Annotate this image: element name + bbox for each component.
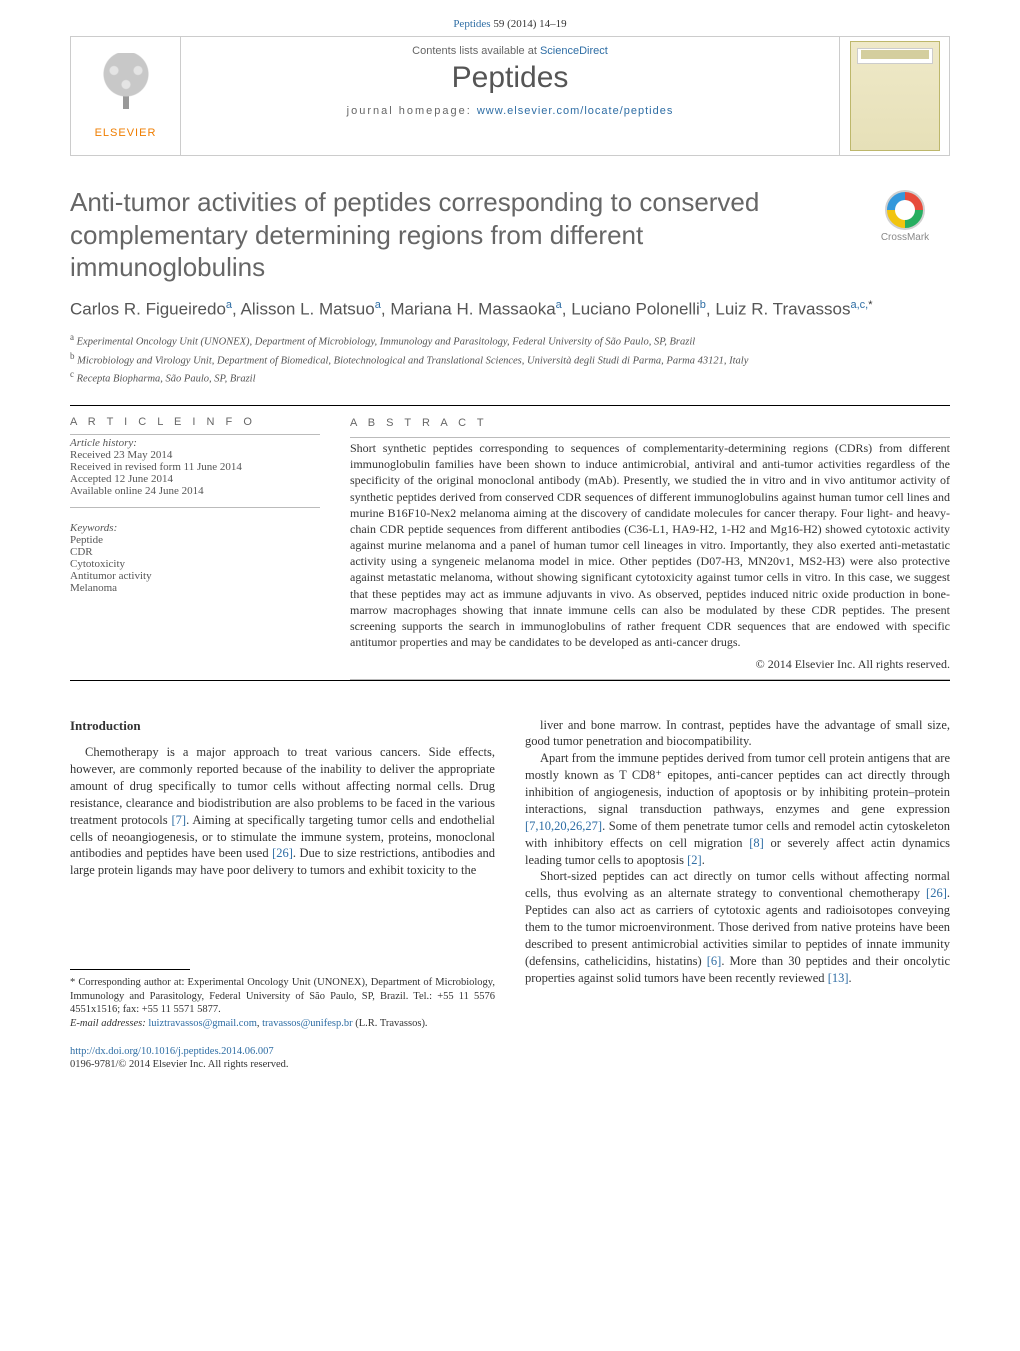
ref-26[interactable]: [26]: [272, 846, 293, 860]
history-revised: Received in revised form 11 June 2014: [70, 461, 320, 473]
body-columns: Introduction Chemotherapy is a major app…: [70, 717, 950, 1072]
ref-2[interactable]: [2]: [687, 853, 702, 867]
history-accepted: Accepted 12 June 2014: [70, 473, 320, 485]
keyword-item: Peptide: [70, 534, 320, 546]
crossmark-badge-container[interactable]: CrossMark: [860, 190, 950, 243]
p4-d: .: [849, 971, 852, 985]
affil-c: c Recepta Biopharma, São Paulo, SP, Braz…: [70, 368, 950, 387]
abstract-text: Short synthetic peptides corresponding t…: [350, 438, 950, 650]
article-history: Article history: Received 23 May 2014 Re…: [70, 435, 320, 497]
homepage-link[interactable]: www.elsevier.com/locate/peptides: [477, 105, 673, 117]
info-rule-2: [70, 507, 320, 508]
journal-header-box: ELSEVIER Contents lists available at Sci…: [70, 36, 950, 156]
email-line: E-mail addresses: luiztravassos@gmail.co…: [70, 1017, 495, 1031]
ref-26b[interactable]: [26]: [926, 886, 947, 900]
email-2[interactable]: travassos@unifesp.br: [262, 1018, 352, 1029]
body-paragraph-3: Apart from the immune peptides derived f…: [525, 750, 950, 868]
author-4: Luciano Polonelli: [571, 299, 700, 318]
elsevier-logo-cell: ELSEVIER: [71, 37, 181, 155]
p3-d: .: [702, 853, 705, 867]
email-label: E-mail addresses:: [70, 1018, 148, 1029]
affiliations: a Experimental Oncology Unit (UNONEX), D…: [70, 331, 950, 387]
article-info-heading: a r t i c l e i n f o: [70, 406, 320, 434]
affil-c-text: Recepta Biopharma, São Paulo, SP, Brazil: [77, 374, 256, 385]
author-3: Mariana H. Massaoka: [390, 299, 555, 318]
elsevier-wordmark: ELSEVIER: [95, 127, 157, 139]
journal-ref-pages: 59 (2014) 14–19: [491, 18, 567, 30]
sciencedirect-link[interactable]: ScienceDirect: [540, 45, 608, 57]
ref-multi-1[interactable]: [7,10,20,26,27]: [525, 819, 602, 833]
abstract-heading: a b s t r a c t: [350, 406, 950, 437]
keywords-list: Peptide CDR Cytotoxicity Antitumor activ…: [70, 534, 320, 594]
elsevier-tree-icon: [96, 53, 156, 123]
affil-b: b Microbiology and Virology Unit, Depart…: [70, 350, 950, 369]
author-1-sup: a: [226, 299, 232, 311]
authors-line: Carlos R. Figueiredoa, Alisson L. Matsuo…: [70, 298, 950, 322]
body-paragraph-2: liver and bone marrow. In contrast, pept…: [525, 717, 950, 751]
homepage-prefix: journal homepage:: [347, 105, 477, 117]
contents-lists-line: Contents lists available at ScienceDirec…: [181, 37, 839, 59]
email-tail: (L.R. Travassos).: [353, 1018, 428, 1029]
ref-13[interactable]: [13]: [828, 971, 849, 985]
contents-prefix: Contents lists available at: [412, 45, 540, 57]
author-5: Luiz R. Travassos: [715, 299, 850, 318]
journal-cover-thumb: PEPTIDES: [850, 41, 940, 151]
ref-6[interactable]: [6]: [707, 954, 722, 968]
introduction-heading: Introduction: [70, 717, 495, 735]
ref-8[interactable]: [8]: [749, 836, 764, 850]
issn-line: 0196-9781/© 2014 Elsevier Inc. All right…: [70, 1058, 495, 1072]
p3-a: Apart from the immune peptides derived f…: [525, 751, 950, 816]
keywords-label: Keywords:: [70, 522, 320, 534]
abstract-rule-bottom: [350, 679, 950, 680]
journal-ref-link[interactable]: Peptides: [453, 18, 490, 30]
affil-a-text: Experimental Oncology Unit (UNONEX), Dep…: [77, 337, 696, 348]
body-paragraph-1: Chemotherapy is a major approach to trea…: [70, 744, 495, 879]
body-paragraph-4: Short-sized peptides can act directly on…: [525, 868, 950, 986]
email-1[interactable]: luiztravassos@gmail.com: [148, 1018, 257, 1029]
author-1: Carlos R. Figueiredo: [70, 299, 226, 318]
affil-b-text: Microbiology and Virology Unit, Departme…: [77, 355, 748, 366]
section-rule-bottom: [70, 680, 950, 681]
corresponding-author: * Corresponding author at: Experimental …: [70, 976, 495, 1017]
author-3-sup: a: [556, 299, 562, 311]
history-label: Article history:: [70, 437, 320, 449]
author-5-star: *: [868, 299, 872, 311]
abstract-copyright: © 2014 Elsevier Inc. All rights reserved…: [350, 656, 950, 672]
crossmark-icon: [885, 190, 925, 230]
author-2: Alisson L. Matsuo: [241, 299, 375, 318]
journal-title: Peptides: [181, 59, 839, 101]
keyword-item: Antitumor activity: [70, 570, 320, 582]
author-5-sup: a,c,: [850, 299, 868, 311]
footnote-rule: [70, 969, 190, 970]
affil-a: a Experimental Oncology Unit (UNONEX), D…: [70, 331, 950, 350]
page-reference: Peptides 59 (2014) 14–19: [0, 0, 1020, 36]
ref-7[interactable]: [7]: [172, 813, 187, 827]
history-received: Received 23 May 2014: [70, 449, 320, 461]
doi-link[interactable]: http://dx.doi.org/10.1016/j.peptides.201…: [70, 1046, 274, 1057]
cover-mini-title: PEPTIDES: [851, 49, 939, 57]
history-online: Available online 24 June 2014: [70, 485, 320, 497]
abstract-column: a b s t r a c t Short synthetic peptides…: [350, 406, 950, 679]
author-2-sup: a: [375, 299, 381, 311]
keyword-item: Melanoma: [70, 582, 320, 594]
crossmark-label: CrossMark: [881, 232, 929, 243]
article-title: Anti-tumor activities of peptides corres…: [70, 186, 844, 284]
journal-cover-cell: PEPTIDES: [839, 37, 949, 155]
journal-homepage-line: journal homepage: www.elsevier.com/locat…: [181, 101, 839, 127]
article-info-column: a r t i c l e i n f o Article history: R…: [70, 406, 320, 679]
keyword-item: CDR: [70, 546, 320, 558]
header-middle: Contents lists available at ScienceDirec…: [181, 37, 839, 155]
doi-block: http://dx.doi.org/10.1016/j.peptides.201…: [70, 1045, 495, 1072]
keyword-item: Cytotoxicity: [70, 558, 320, 570]
author-4-sup: b: [700, 299, 706, 311]
footnotes-block: * Corresponding author at: Experimental …: [70, 969, 495, 1031]
p4-a: Short-sized peptides can act directly on…: [525, 869, 950, 900]
